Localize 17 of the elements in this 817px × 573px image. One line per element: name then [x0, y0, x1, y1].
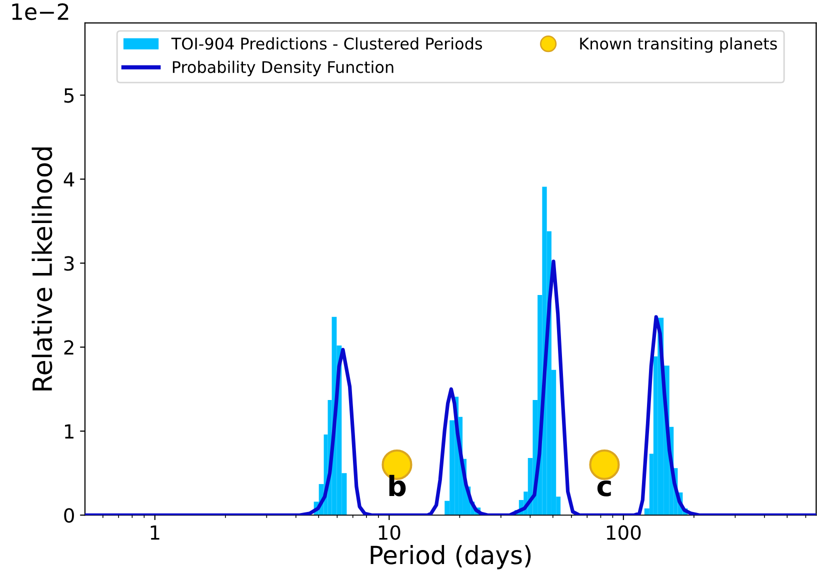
legend-label: Known transiting planets: [580, 37, 777, 53]
y-tick-label: 0: [64, 508, 74, 523]
y-tick-label: 1: [65, 424, 74, 439]
x-tick-label: 1: [150, 525, 160, 540]
text: 1e−2: [12, 3, 68, 20]
x-tick-label: 100: [607, 525, 641, 540]
legend-label: Probability Density Function: [172, 60, 394, 76]
y-tick-label: 3: [64, 256, 74, 271]
y-tick-label: 4: [64, 172, 74, 187]
legend-label: TOI-904 Predictions - Clustered Periods: [171, 37, 482, 50]
x-axis-title: Period (days): [370, 545, 531, 570]
x-tick-label: 10: [378, 525, 400, 540]
y-tick-label: 2: [64, 340, 74, 355]
y-axis-title: Relative Likelihood: [32, 148, 52, 390]
annotation: c: [597, 480, 611, 496]
annotation: b: [389, 474, 406, 496]
y-tick-label: 5: [64, 88, 74, 103]
